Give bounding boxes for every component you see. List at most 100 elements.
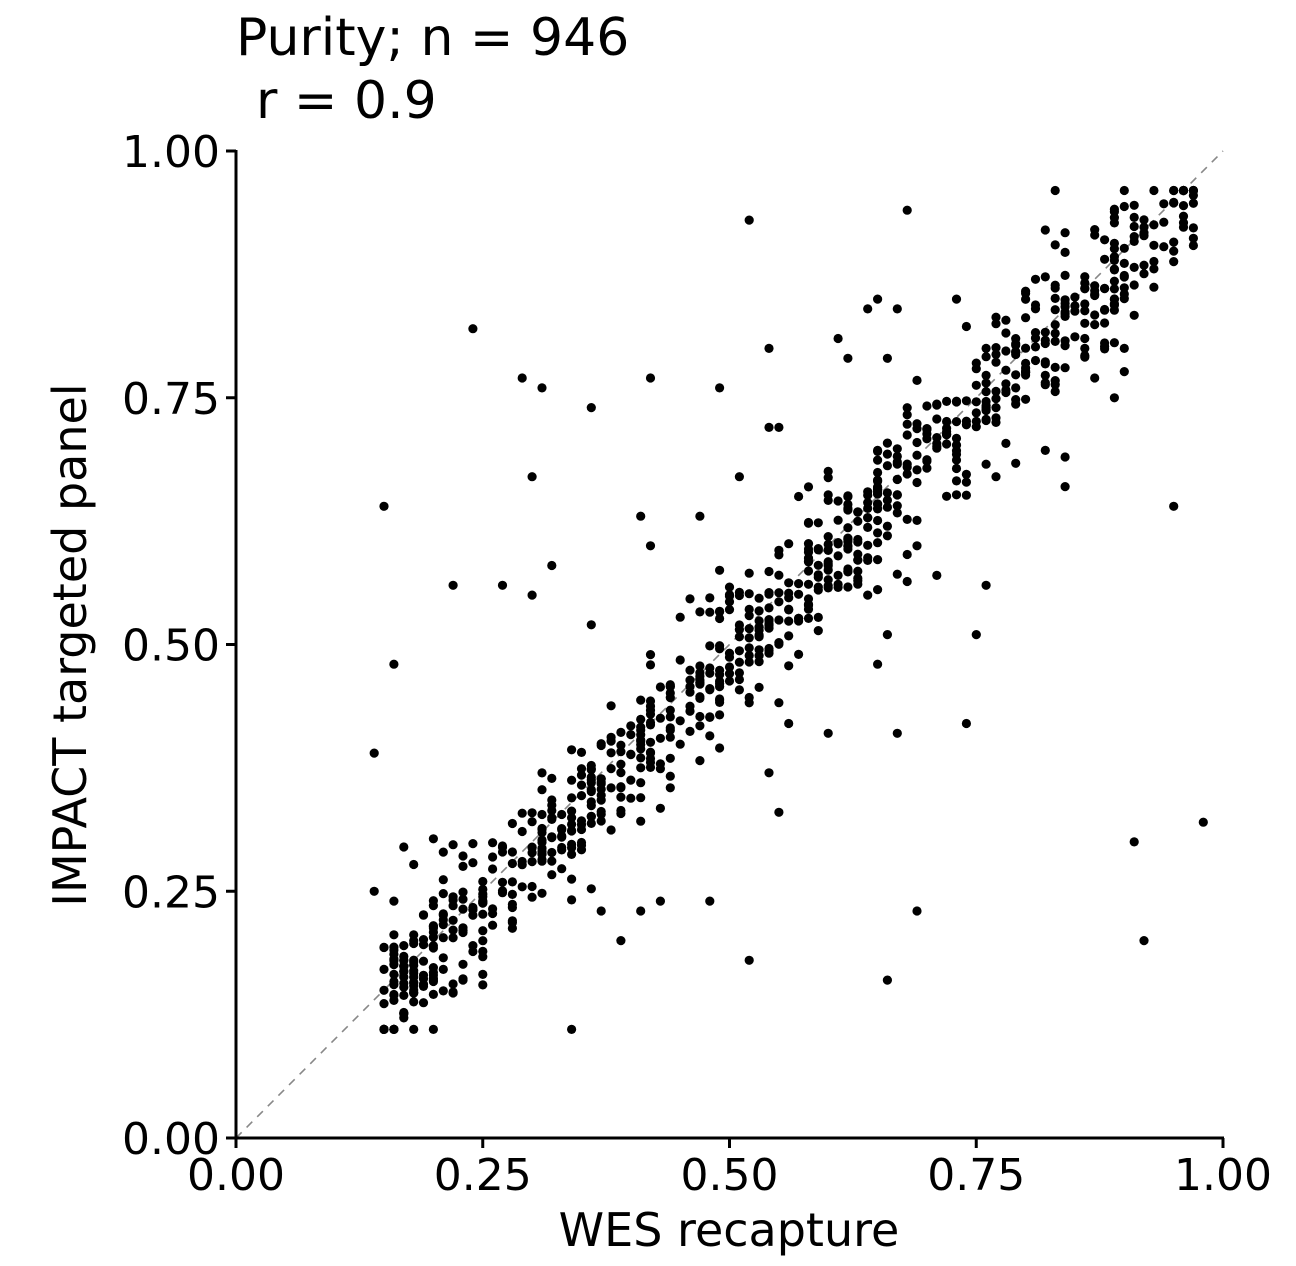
data-point — [833, 496, 843, 506]
data-point — [892, 444, 902, 454]
data-point — [1050, 283, 1060, 293]
data-point — [942, 396, 952, 406]
data-point — [932, 570, 942, 581]
data-point — [951, 397, 962, 407]
data-point — [774, 588, 784, 598]
data-point — [1001, 365, 1011, 375]
data-point — [754, 616, 764, 626]
data-point — [873, 585, 883, 595]
data-point — [695, 511, 705, 521]
data-point — [557, 809, 567, 820]
data-point — [882, 502, 893, 512]
data-point — [1070, 332, 1080, 342]
data-point — [912, 515, 922, 526]
data-point — [813, 518, 823, 528]
data-point — [1109, 393, 1119, 403]
data-point — [912, 375, 922, 385]
data-point — [497, 842, 508, 853]
data-point — [586, 403, 596, 413]
data-point — [527, 817, 537, 827]
data-point — [1050, 328, 1060, 338]
data-point — [685, 675, 695, 685]
data-point — [1129, 837, 1139, 847]
data-point — [724, 582, 735, 592]
data-point — [547, 856, 557, 866]
data-point — [1129, 200, 1139, 210]
data-point — [784, 718, 794, 729]
data-point — [478, 889, 488, 899]
data-point — [991, 319, 1001, 329]
axes-layer: 0.00 0.25 0.50 0.75 1.00 0.00 0.25 0.50 0.75 1.00 — [122, 127, 1272, 1201]
data-point — [1109, 238, 1119, 248]
data-point — [724, 676, 735, 686]
data-point — [961, 396, 972, 406]
data-point — [645, 541, 656, 551]
data-point — [675, 716, 685, 726]
data-point — [764, 588, 774, 598]
x-tick-label: 0.75 — [927, 1150, 1025, 1201]
data-point — [488, 838, 498, 848]
data-point — [537, 888, 547, 898]
y-axis-label: IMPACT targeted panel — [43, 383, 97, 906]
data-point — [1030, 304, 1041, 314]
data-point — [715, 743, 725, 753]
data-point — [784, 593, 794, 603]
data-point — [675, 612, 685, 622]
data-point — [823, 728, 833, 738]
data-point — [932, 433, 942, 443]
data-point — [428, 896, 438, 906]
data-point — [606, 701, 616, 711]
data-point — [1109, 338, 1119, 348]
data-point — [626, 775, 636, 785]
data-point — [922, 425, 932, 435]
data-point — [833, 551, 843, 561]
data-point — [833, 333, 843, 344]
data-point — [744, 650, 754, 661]
data-point — [488, 852, 498, 862]
data-point — [695, 607, 705, 617]
data-point — [1169, 257, 1179, 267]
data-point — [1149, 240, 1159, 250]
data-point — [567, 895, 577, 905]
data-point — [902, 403, 912, 413]
data-point — [645, 705, 656, 715]
data-point — [1001, 387, 1011, 398]
data-point — [912, 477, 922, 488]
data-point — [902, 430, 912, 440]
data-point — [428, 941, 438, 951]
data-point — [665, 725, 675, 735]
data-point — [705, 593, 715, 603]
data-point — [754, 651, 764, 661]
data-point — [606, 783, 616, 793]
data-point — [389, 989, 399, 1000]
data-point — [685, 594, 695, 604]
data-point — [675, 739, 685, 749]
data-point — [705, 641, 715, 651]
data-point — [833, 515, 843, 525]
data-point — [715, 641, 725, 651]
data-point — [567, 825, 577, 836]
data-point — [448, 987, 458, 997]
data-point — [774, 639, 784, 649]
data-point — [438, 847, 448, 857]
data-point — [438, 933, 448, 943]
data-point — [922, 401, 932, 411]
data-point — [636, 763, 646, 773]
data-point — [507, 889, 517, 900]
data-point — [1050, 240, 1060, 250]
data-point — [1090, 225, 1100, 235]
data-point — [853, 579, 863, 589]
data-point — [705, 896, 715, 906]
data-point — [1080, 352, 1090, 362]
data-point — [527, 808, 537, 818]
data-point — [1001, 328, 1011, 338]
data-point — [902, 410, 912, 420]
data-point — [882, 521, 893, 531]
data-point — [685, 687, 695, 697]
data-point — [803, 579, 814, 589]
data-point — [507, 818, 517, 829]
x-tick-label: 1.00 — [1174, 1150, 1272, 1201]
data-point — [389, 942, 399, 952]
data-point — [1159, 199, 1169, 209]
